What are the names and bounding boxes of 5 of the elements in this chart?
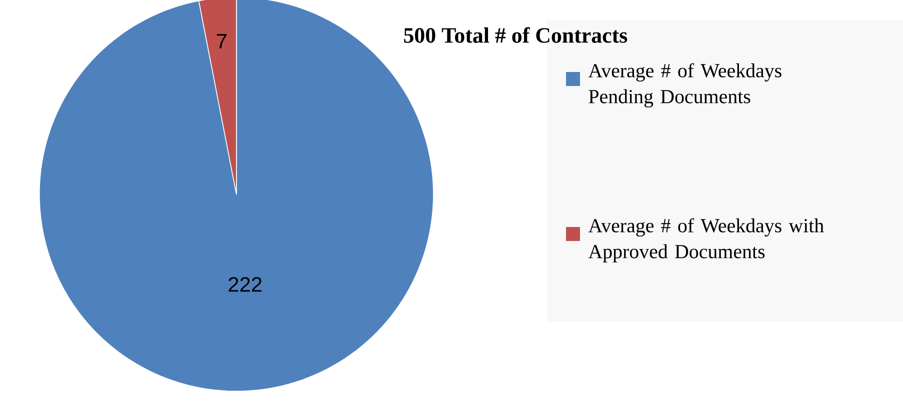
legend-label: Average # of Weekdays with Approved Documents — [588, 218, 824, 262]
text: 500 Total # of Contracts — [404, 27, 628, 43]
data-label: 222 — [228, 277, 262, 292]
data-label: 7 — [216, 34, 226, 48]
legend-label: Average # of Weekdays Pending Documents — [588, 63, 782, 108]
